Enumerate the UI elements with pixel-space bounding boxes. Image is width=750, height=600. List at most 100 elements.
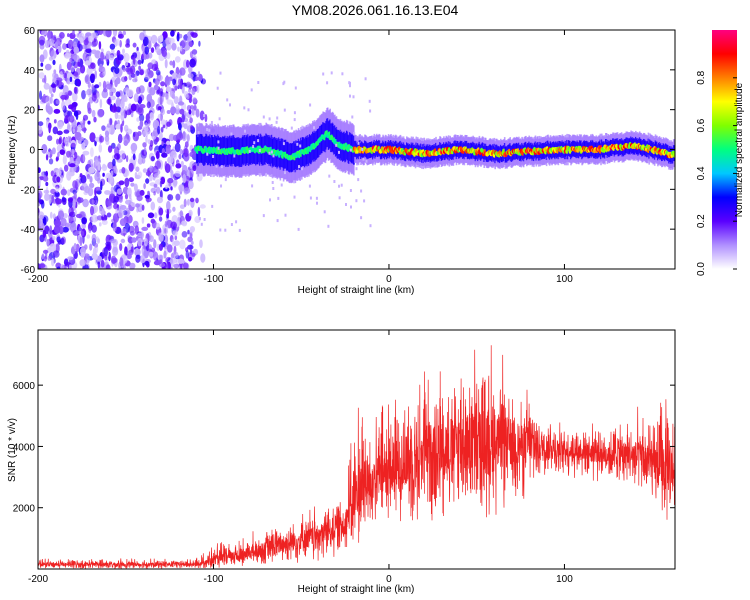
noise-speck — [82, 114, 89, 121]
noise-speck — [122, 264, 126, 269]
faint-speck — [369, 109, 372, 113]
faint-speck — [293, 195, 296, 199]
noise-speck — [88, 182, 95, 189]
faint-speck — [294, 86, 297, 90]
noise-speck — [153, 251, 159, 261]
noise-speck — [171, 72, 178, 81]
faint-speck — [335, 143, 338, 147]
noise-speck — [159, 180, 163, 188]
noise-speck — [166, 52, 171, 60]
noise-speck — [150, 34, 158, 44]
noise-speck — [80, 251, 86, 258]
noise-speck — [188, 41, 193, 47]
noise-speck — [107, 161, 114, 169]
faint-speck — [271, 181, 274, 184]
noise-speck — [155, 69, 161, 76]
noise-speck — [181, 220, 188, 226]
noise-speck — [81, 230, 85, 237]
noise-speck — [93, 242, 99, 248]
noise-speck — [62, 199, 67, 205]
faint-speck — [355, 167, 358, 171]
noise-speck — [94, 84, 100, 89]
noise-speck — [68, 206, 74, 217]
noise-speck — [187, 229, 190, 235]
noise-speck — [57, 210, 65, 220]
noise-speck — [91, 214, 98, 223]
noise-speck — [142, 36, 149, 47]
noise-speck — [52, 72, 56, 78]
noise-speck — [170, 221, 178, 230]
faint-speck — [290, 126, 293, 130]
noise-speck — [111, 142, 116, 149]
noise-speck — [184, 141, 189, 148]
faint-speck — [233, 154, 236, 158]
noise-speck — [190, 125, 194, 131]
noise-speck — [62, 226, 69, 233]
noise-speck — [139, 120, 144, 128]
noise-speck — [126, 210, 131, 215]
noise-speck — [175, 104, 180, 110]
noise-speck — [91, 49, 97, 55]
noise-speck — [55, 196, 60, 206]
noise-speck — [91, 73, 96, 80]
noise-speck — [114, 39, 121, 46]
faint-speck — [252, 145, 255, 149]
noise-speck — [52, 126, 58, 135]
noise-speck — [161, 50, 167, 57]
noise-speck — [132, 42, 137, 48]
noise-speck — [170, 186, 173, 191]
noise-speck — [175, 73, 182, 78]
noise-speck — [160, 126, 164, 133]
noise-speck — [102, 80, 107, 91]
noise-speck — [99, 222, 102, 227]
noise-speck — [160, 81, 166, 87]
noise-speck — [166, 121, 172, 127]
noise-speck — [59, 149, 66, 156]
noise-speck — [169, 90, 175, 98]
noise-speck — [142, 130, 147, 137]
noise-speck — [159, 259, 163, 264]
noise-speck — [110, 124, 115, 134]
noise-speck — [164, 228, 167, 234]
noise-speck — [105, 241, 112, 246]
noise-speck — [44, 74, 47, 85]
noise-speck — [173, 240, 180, 247]
noise-speck — [80, 122, 86, 129]
x-tick-label: 0 — [386, 274, 392, 285]
faint-speck — [247, 108, 250, 112]
noise-speck — [63, 129, 70, 134]
noise-speck — [56, 138, 60, 145]
noise-speck — [83, 39, 89, 46]
noise-speck — [189, 168, 194, 179]
noise-speck — [70, 65, 75, 73]
noise-speck — [148, 81, 152, 88]
noise-speck — [76, 197, 84, 204]
faint-speck — [220, 165, 223, 169]
faint-speck — [230, 132, 233, 136]
noise-speck — [45, 181, 49, 187]
noise-speck — [57, 121, 63, 130]
noise-speck — [98, 81, 102, 87]
faint-speck — [216, 86, 219, 90]
noise-speck — [146, 93, 153, 103]
noise-speck — [69, 57, 73, 63]
noise-speck — [87, 120, 91, 125]
noise-speck — [128, 177, 134, 183]
noise-speck — [177, 78, 182, 89]
noise-speck — [57, 44, 62, 54]
noise-speck — [132, 56, 136, 65]
noise-speck — [181, 231, 188, 238]
noise-speck — [179, 149, 183, 155]
noise-speck — [71, 101, 78, 108]
noise-speck — [123, 138, 129, 146]
noise-speck — [154, 173, 160, 179]
noise-speck — [106, 200, 113, 206]
noise-speck — [137, 232, 144, 238]
noise-speck — [146, 101, 151, 109]
faint-speck — [326, 81, 329, 85]
noise-speck — [67, 122, 71, 131]
noise-speck — [67, 197, 74, 203]
noise-speck — [50, 188, 56, 195]
noise-speck — [90, 62, 96, 69]
noise-speck — [136, 46, 139, 52]
